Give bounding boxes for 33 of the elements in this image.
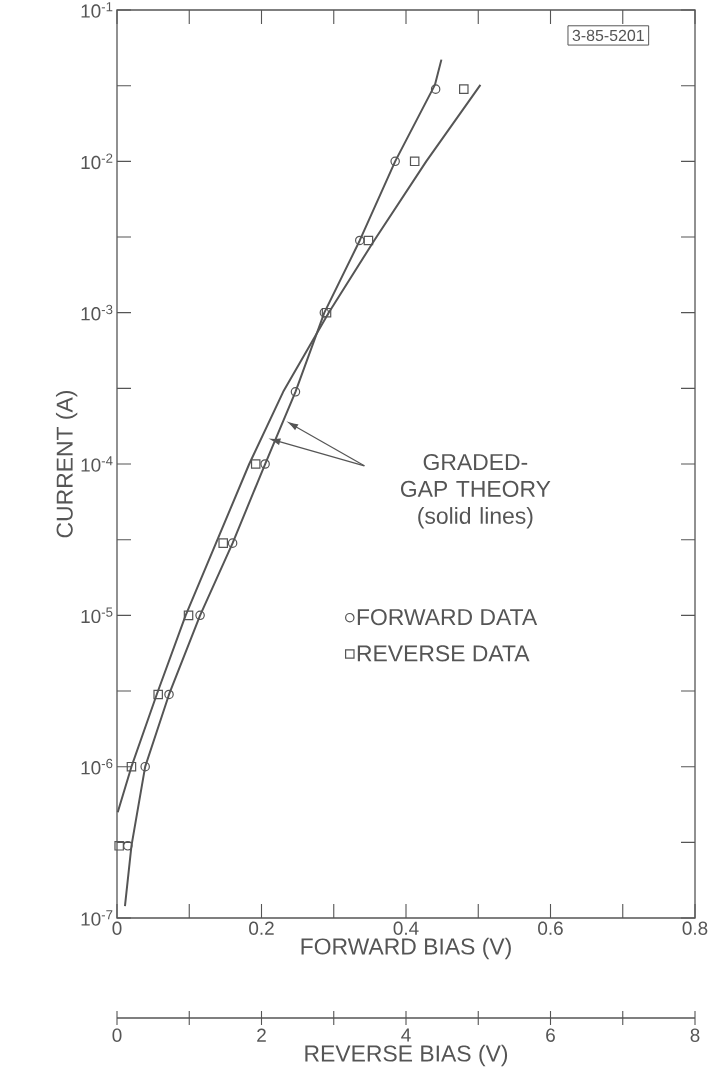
x2-tick-label: 6 [546, 1028, 555, 1042]
y-tick-label: 10$^{-6}$ [81, 758, 113, 775]
x2-axis-title: REVERSE BIAS (V) [305, 1044, 508, 1067]
x-axis-title: FORWARD BIAS (V) [301, 937, 511, 960]
legend-label: FORWARD DATA [357, 608, 538, 626]
point [227, 538, 238, 548]
y-tick-label: 10$^{-7}$ [81, 910, 113, 926]
point [290, 387, 301, 397]
x-tick-label: 0.6 [538, 921, 563, 935]
x-tick-label: 0.8 [682, 921, 708, 935]
legend-label: REVERSE DATA [357, 645, 530, 662]
point [430, 84, 441, 94]
x-tick-label: 0 [112, 921, 122, 935]
y-tick-label: 10$^{-3}$ [81, 304, 113, 321]
annotation: GRADED-GAP THEORY (solid lines) [400, 453, 551, 529]
annotation: 3-85-5201 [572, 29, 644, 42]
x2-tick-label: 4 [401, 1028, 411, 1042]
y-tick-label: 10$^{-5}$ [81, 607, 113, 624]
point [354, 235, 365, 246]
x2-tick-label: 2 [257, 1028, 266, 1042]
x2-tick-label: 8 [690, 1028, 700, 1042]
x2-tick-label: 0 [112, 1028, 122, 1042]
y-tick-label: 10$^{-1}$ [81, 2, 113, 18]
x-tick-label: 0.2 [249, 921, 274, 935]
point [390, 156, 400, 167]
point [140, 761, 150, 772]
x-tick-label: 0.4 [393, 921, 419, 935]
point [260, 459, 270, 469]
point [164, 689, 174, 700]
point [195, 610, 205, 621]
y-tick-label: 10$^{-2}$ [81, 153, 113, 170]
y-axis-title: CURRENT (A) [55, 390, 78, 538]
y-tick-label: 10$^{-4}$ [81, 456, 113, 472]
